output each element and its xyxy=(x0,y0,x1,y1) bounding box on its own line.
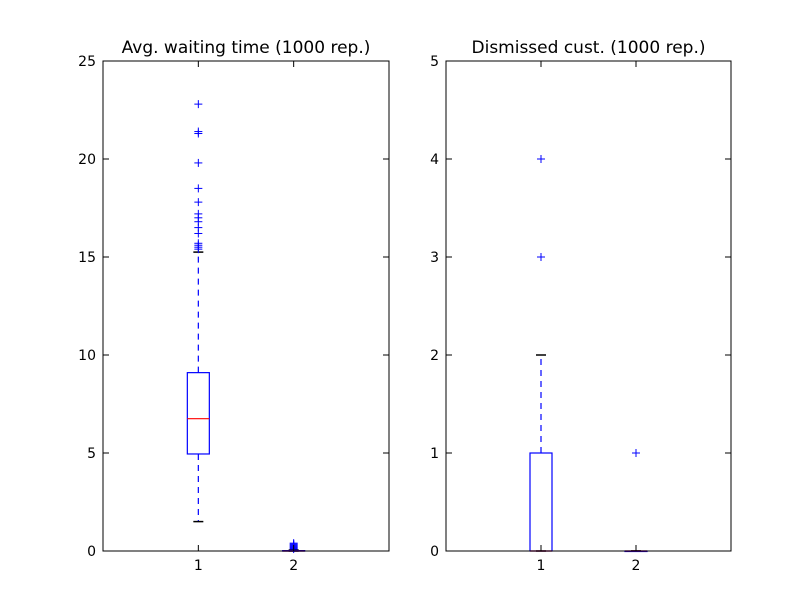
chart-title: Dismissed cust. (1000 rep.) xyxy=(472,38,706,58)
outlier-point xyxy=(194,239,203,248)
outlier-point xyxy=(194,209,203,218)
outlier-point xyxy=(194,100,203,109)
axes-frame xyxy=(102,60,390,552)
chart-title: Avg. waiting time (1000 rep.) xyxy=(122,38,371,58)
y-tick-label: 2 xyxy=(430,348,439,364)
outlier-point xyxy=(537,253,545,261)
y-tick-label: 10 xyxy=(78,348,96,364)
y-tick-label: 5 xyxy=(87,446,96,462)
y-tick-label: 15 xyxy=(78,250,96,266)
iqr-box xyxy=(186,372,210,455)
outlier-point xyxy=(194,198,203,207)
outlier-point xyxy=(194,127,203,136)
y-tick-label: 4 xyxy=(430,152,439,168)
axes-frame xyxy=(445,60,732,552)
outlier-point xyxy=(632,449,640,457)
y-tick-label: 3 xyxy=(430,250,439,266)
y-tick-label: 0 xyxy=(87,544,96,560)
subplot-dismissed-customers: Dismissed cust. (1000 rep.) 0 1 2 3 4 5 1 2 xyxy=(430,38,732,574)
y-tick-label: 25 xyxy=(78,54,96,70)
x-tick-label: 1 xyxy=(194,558,203,574)
x-tick-label: 1 xyxy=(537,558,546,574)
y-tick-label: 0 xyxy=(430,544,439,560)
outlier-point xyxy=(194,158,203,167)
outlier-point xyxy=(537,155,545,163)
outlier-point xyxy=(194,184,203,193)
subplot-avg-waiting-time: Avg. waiting time (1000 rep.) 0 5 10 15 20 25 1… xyxy=(78,38,390,574)
x-tick-label: 2 xyxy=(632,558,641,574)
y-tick-label: 20 xyxy=(78,152,96,168)
y-tick-label: 1 xyxy=(430,446,439,462)
x-tick-label: 2 xyxy=(289,558,298,574)
y-tick-label: 5 xyxy=(430,54,439,70)
boxplot-1 xyxy=(186,100,210,523)
